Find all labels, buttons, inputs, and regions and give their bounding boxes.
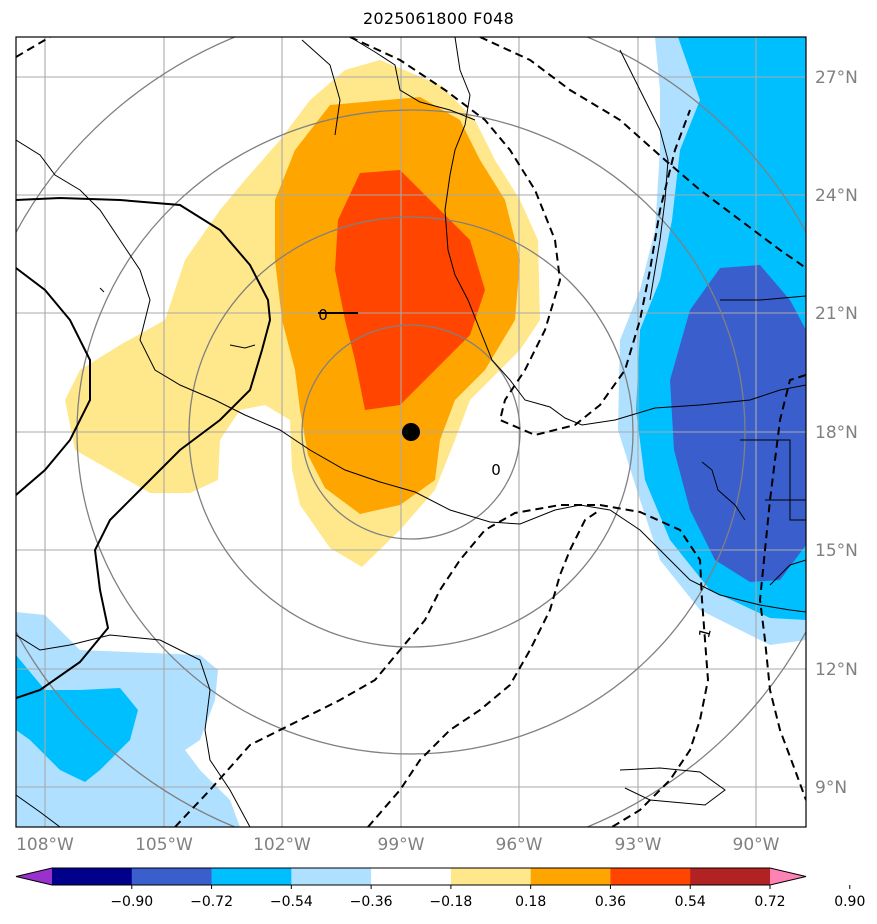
map-title: 2025061800 F048 xyxy=(362,9,515,28)
colorbar-segment xyxy=(371,868,452,885)
range-circles xyxy=(16,37,806,827)
colorbar-label: 0.90 xyxy=(834,894,865,910)
shade-east-royal-blue xyxy=(670,265,806,582)
colorbar-label: −0.18 xyxy=(429,894,472,910)
gridlines xyxy=(16,37,806,827)
colorbar-segment xyxy=(291,868,372,885)
lon-label: 90°W xyxy=(733,835,780,855)
contour-label-1: 0 xyxy=(318,306,328,324)
colorbar: −0.90 −0.72 −0.54 −0.36 −0.18 0.18 0.36 0.54 0.7… xyxy=(15,867,865,910)
lat-label: 24°N xyxy=(815,186,858,206)
latitude-labels: 27°N 24°N 21°N 18°N 15°N 12°N 9°N xyxy=(815,68,858,798)
coastlines xyxy=(16,37,806,827)
colorbar-segment xyxy=(610,868,691,885)
colorbar-label: 0.18 xyxy=(515,894,546,910)
colorbar-extend-low xyxy=(16,868,52,885)
contour-label-2: 0 xyxy=(491,461,501,479)
lon-label: 105°W xyxy=(135,835,193,855)
lon-label: 108°W xyxy=(16,835,74,855)
contour-label-3: 1 xyxy=(695,626,715,640)
colorbar-segment xyxy=(52,868,133,885)
colorbar-segment xyxy=(530,868,611,885)
shade-southwest-deep-sky-blue xyxy=(16,655,138,782)
colorbar-label: 0.36 xyxy=(595,894,626,910)
lat-label: 12°N xyxy=(815,660,858,680)
map-area: 0 0 1 xyxy=(16,37,806,827)
lon-label: 99°W xyxy=(378,835,425,855)
colorbar-label: −0.72 xyxy=(190,894,233,910)
solid-contours xyxy=(16,196,358,699)
lon-label: 102°W xyxy=(253,835,311,855)
shade-positive-orange-red xyxy=(335,170,485,410)
lat-label: 9°N xyxy=(815,778,847,798)
dashed-contours xyxy=(16,37,806,827)
lat-label: 21°N xyxy=(815,304,858,324)
lon-label: 96°W xyxy=(496,835,543,855)
map-frame xyxy=(15,36,807,828)
colorbar-segment xyxy=(131,868,213,885)
lat-label: 18°N xyxy=(815,423,858,443)
colorbar-segment xyxy=(211,868,292,885)
lon-label: 93°W xyxy=(615,835,662,855)
colorbar-label: −0.36 xyxy=(350,894,393,910)
colorbar-segment xyxy=(690,868,771,885)
colorbar-label: −0.54 xyxy=(270,894,313,910)
longitude-labels: 108°W 105°W 102°W 99°W 96°W 93°W 90°W xyxy=(16,835,780,855)
colorbar-extend-high xyxy=(770,868,806,885)
colorbar-outline xyxy=(15,867,807,886)
colorbar-label: −0.90 xyxy=(110,894,153,910)
colorbar-label: 0.72 xyxy=(754,894,785,910)
lat-label: 27°N xyxy=(815,68,858,88)
colorbar-label: 0.54 xyxy=(675,894,706,910)
center-marker xyxy=(402,423,420,441)
colorbar-segment xyxy=(450,868,532,885)
lat-label: 15°N xyxy=(815,541,858,561)
